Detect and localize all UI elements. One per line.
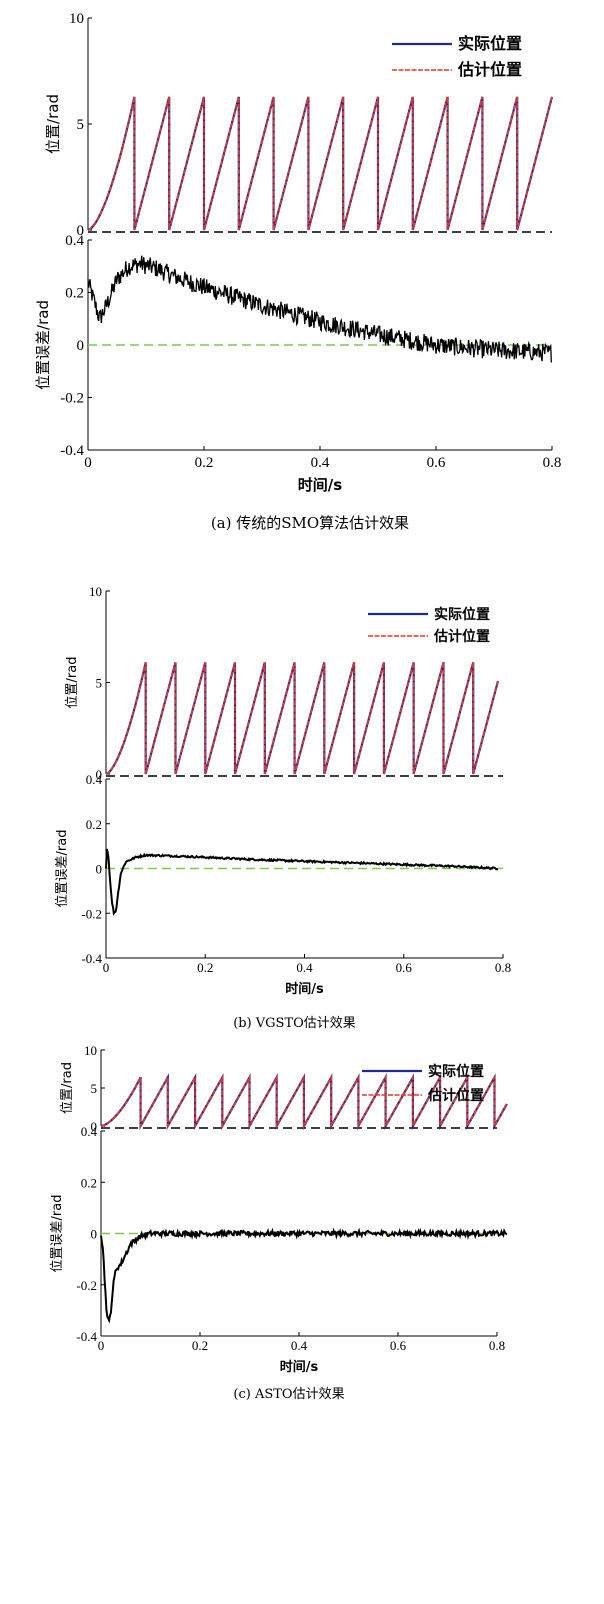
pos-y-tick-label: 5	[91, 1081, 98, 1096]
x-tick-label: 0	[98, 1338, 105, 1353]
x-tick-label: 0.2	[195, 455, 214, 471]
err-y-tick-label: 0.4	[86, 772, 103, 787]
err-y-tick-label: -0.2	[76, 1278, 97, 1293]
error-y-label: 位置误差/rad	[50, 1195, 65, 1273]
position-y-label: 位置/rad	[60, 1062, 75, 1114]
position-error-line	[87, 255, 553, 363]
pos-y-tick-label: 10	[89, 584, 102, 599]
x-tick-label: 0.8	[495, 960, 511, 975]
x-tick-label: 0.4	[296, 960, 313, 975]
position-error-line	[105, 848, 499, 916]
legend-estimated-label: 估计位置	[457, 60, 522, 79]
error-y-label: 位置误差/rad	[55, 830, 70, 908]
legend-actual-label: 实际位置	[458, 34, 522, 53]
panel-caption: (a) 传统的SMO算法估计效果	[211, 514, 409, 532]
err-y-tick-label: 0.4	[65, 233, 84, 249]
position-y-label: 位置/rad	[65, 657, 80, 709]
err-y-tick-label: -0.2	[60, 391, 84, 407]
pos-y-tick-label: 5	[96, 676, 103, 691]
pos-y-tick-label: 10	[69, 11, 84, 27]
panel-caption: (b) VGSTO估计效果	[233, 1016, 356, 1031]
pos-y-tick-label: 0	[91, 1119, 98, 1134]
panel-caption: (c) ASTO估计效果	[233, 1387, 344, 1402]
x-tick-label: 0	[103, 960, 110, 975]
legend-estimated-label: 估计位置	[427, 1087, 484, 1104]
err-y-tick-label: 0.2	[65, 286, 84, 302]
err-y-tick-label: 0.2	[86, 817, 102, 832]
x-tick-label: 0.8	[489, 1338, 505, 1353]
estimated-position-line	[105, 662, 499, 775]
err-y-tick-label: 0	[91, 1227, 98, 1242]
legend-estimated-label: 估计位置	[433, 628, 490, 645]
x-tick-label: 0.6	[390, 1338, 407, 1353]
x-axis-label: 时间/s	[280, 1359, 319, 1375]
x-tick-label: 0	[84, 455, 92, 471]
err-y-tick-label: 0.4	[81, 1124, 98, 1139]
legend-actual-label: 实际位置	[428, 1063, 484, 1080]
x-tick-label: 0.6	[396, 960, 413, 975]
x-tick-label: 0.2	[197, 960, 213, 975]
x-tick-label: 0.6	[427, 455, 446, 471]
x-tick-label: 0.2	[192, 1338, 208, 1353]
position-y-label: 位置/rad	[44, 94, 62, 154]
estimated-position-line	[100, 1074, 508, 1130]
estimated-position-line	[87, 96, 553, 231]
x-tick-label: 0.4	[311, 455, 330, 471]
pos-y-tick-label: 5	[77, 117, 85, 133]
err-y-tick-label: 0.2	[81, 1175, 97, 1190]
position-error-line	[100, 1227, 508, 1324]
err-y-tick-label: -0.4	[76, 1329, 97, 1344]
err-y-tick-label: -0.2	[81, 906, 102, 921]
x-tick-label: 0.8	[543, 455, 562, 471]
x-axis-label: 时间/s	[285, 981, 324, 997]
pos-y-tick-label: 10	[84, 1043, 97, 1058]
err-y-tick-label: 0	[77, 338, 85, 354]
legend-actual-label: 实际位置	[434, 606, 490, 623]
x-axis-label: 时间/s	[298, 476, 342, 494]
err-y-tick-label: -0.4	[60, 443, 84, 459]
err-y-tick-label: -0.4	[81, 951, 102, 966]
error-y-label: 位置误差/rad	[34, 300, 52, 390]
err-y-tick-label: 0	[96, 862, 103, 877]
pos-y-tick-label: 0	[77, 223, 85, 239]
pos-y-tick-label: 0	[96, 767, 103, 782]
x-tick-label: 0.4	[291, 1338, 308, 1353]
